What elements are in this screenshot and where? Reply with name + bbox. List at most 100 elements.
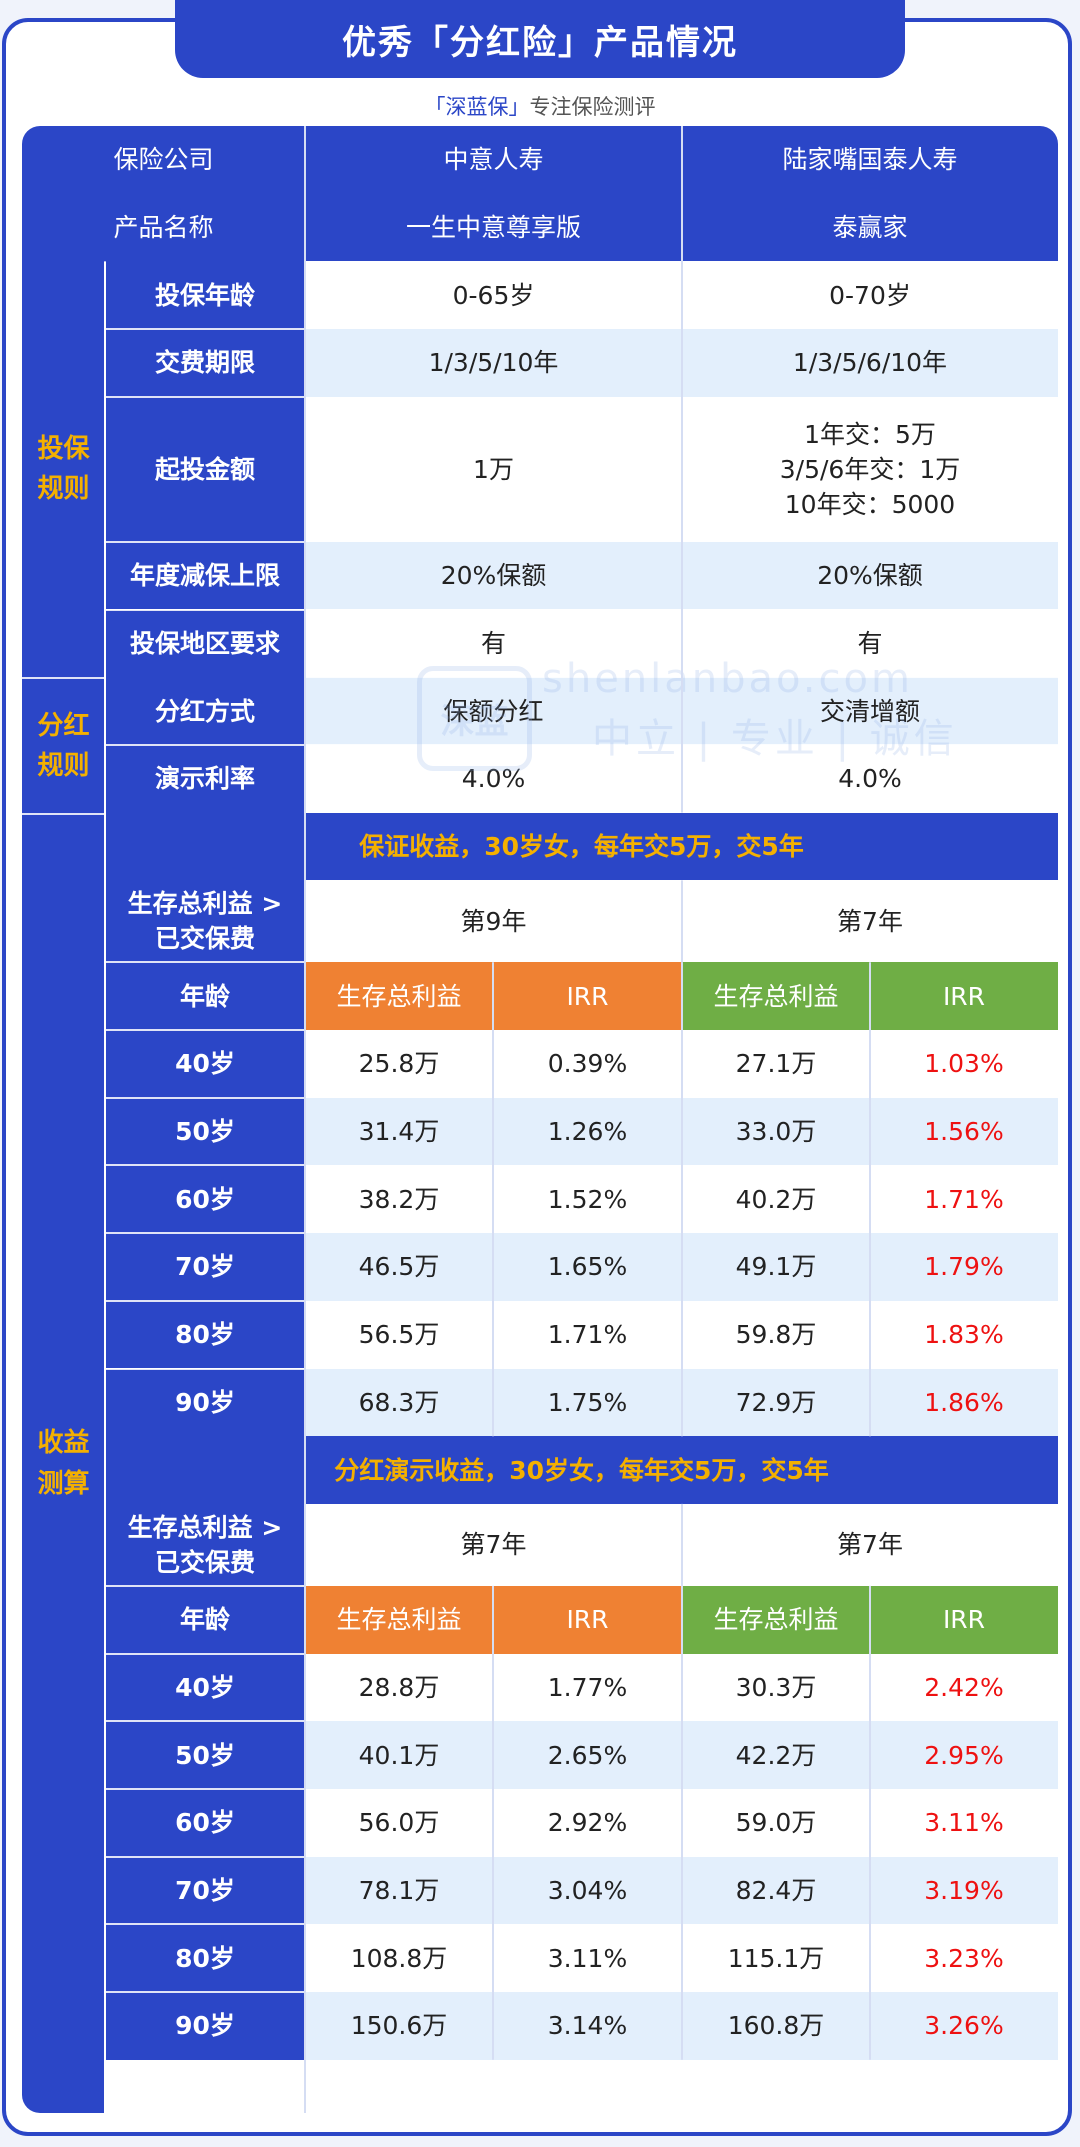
benefit-a-cell: 68.3万 xyxy=(305,1368,493,1437)
benefit-a-cell: 40.1万 xyxy=(305,1721,493,1789)
row-divider xyxy=(105,1367,305,1370)
dividend-value-a: 保额分红 xyxy=(305,677,682,745)
rule-value-line: 1年交：5万 xyxy=(804,419,936,449)
benefit-a-cell: 108.8万 xyxy=(305,1924,493,1993)
benefit-a-cell: 38.2万 xyxy=(305,1165,493,1234)
benefit-b-cell: 59.8万 xyxy=(682,1300,870,1369)
rule-label: 投保年龄 xyxy=(105,261,305,330)
rule-value-a: 0-65岁 xyxy=(305,261,682,330)
rule-value-line: 3/5/6年交：1万 xyxy=(779,454,961,484)
dividend-label: 演示利率 xyxy=(105,744,305,813)
benefit-a-cell: 31.4万 xyxy=(305,1097,493,1166)
benefit-b-cell: 160.8万 xyxy=(682,1992,870,2060)
benefit-b-cell: 115.1万 xyxy=(682,1924,870,1993)
break-even-label: 生存总利益 > 已交保费 xyxy=(105,880,305,963)
break-even-label-line: 生存总利益 > xyxy=(127,889,283,919)
rule-value-line: 10年交：5000 xyxy=(784,489,956,519)
rule-value-b: 0-70岁 xyxy=(682,261,1058,330)
irr-b-cell: 1.71% xyxy=(870,1165,1058,1234)
irr-a-cell: 3.14% xyxy=(493,1992,682,2060)
benefit-b-cell: 27.1万 xyxy=(682,1030,870,1098)
age-cell: 80岁 xyxy=(105,1300,305,1369)
dividend-value-b: 交清增额 xyxy=(682,677,1058,745)
break-even-label: 生存总利益 > 已交保费 xyxy=(105,1503,305,1586)
age-cell: 60岁 xyxy=(105,1789,305,1857)
irr-header-b: IRR xyxy=(870,962,1058,1030)
row-divider xyxy=(105,1720,305,1723)
benefit-b-cell: 82.4万 xyxy=(682,1856,870,1925)
dividend-value-b: 4.0% xyxy=(682,744,1058,813)
irr-b-cell: 1.83% xyxy=(870,1300,1058,1369)
irr-b-cell: 2.42% xyxy=(870,1653,1058,1722)
benefit-b-cell: 33.0万 xyxy=(682,1097,870,1166)
irr-b-cell: 1.03% xyxy=(870,1030,1058,1098)
row-divider xyxy=(105,328,305,331)
age-cell: 40岁 xyxy=(105,1030,305,1098)
rule-value-b: 20%保额 xyxy=(682,541,1058,610)
group-label-line: 规则 xyxy=(37,750,90,781)
irr-a-cell: 2.65% xyxy=(493,1721,682,1789)
benefit-b-cell: 72.9万 xyxy=(682,1368,870,1437)
brand-tagline: 专注保险测评 xyxy=(529,95,656,119)
benefit-a-cell: 56.0万 xyxy=(305,1789,493,1857)
group-label-line: 测算 xyxy=(37,1468,90,1499)
row-divider xyxy=(105,961,305,964)
irr-a-cell: 1.77% xyxy=(493,1653,682,1722)
rule-value-b: 有 xyxy=(682,609,1058,678)
age-cell: 90岁 xyxy=(105,1992,305,2060)
row-divider xyxy=(105,395,305,398)
irr-b-cell: 2.95% xyxy=(870,1721,1058,1789)
age-column-header: 年龄 xyxy=(105,962,305,1030)
irr-header-b: IRR xyxy=(870,1585,1058,1654)
row-divider xyxy=(105,1991,305,1994)
group-rules: 投保 规则 xyxy=(22,261,105,678)
break-even-b: 第7年 xyxy=(682,1503,1058,1586)
row-divider xyxy=(105,1855,305,1858)
company-a: 中意人寿 xyxy=(305,126,682,194)
benefit-b-cell: 40.2万 xyxy=(682,1165,870,1234)
rule-label: 交费期限 xyxy=(105,329,305,397)
benefit-a-cell: 78.1万 xyxy=(305,1856,493,1925)
row-divider xyxy=(105,1584,305,1587)
benefit-header-a: 生存总利益 xyxy=(305,962,493,1030)
row-divider xyxy=(105,1299,305,1302)
age-cell: 70岁 xyxy=(105,1233,305,1301)
product-b: 泰赢家 xyxy=(682,193,1058,262)
age-cell: 70岁 xyxy=(105,1856,305,1925)
rule-value-b: 1年交：5万 3/5/6年交：1万 10年交：5000 xyxy=(682,396,1058,542)
age-cell: 50岁 xyxy=(105,1097,305,1166)
irr-b-cell: 3.19% xyxy=(870,1856,1058,1925)
age-cell: 90岁 xyxy=(105,1368,305,1437)
benefit-a-cell: 46.5万 xyxy=(305,1233,493,1301)
company-label: 保险公司 xyxy=(22,126,305,194)
benefit-a-cell: 28.8万 xyxy=(305,1653,493,1722)
age-cell: 80岁 xyxy=(105,1924,305,1993)
irr-b-cell: 3.26% xyxy=(870,1992,1058,2060)
benefit-a-cell: 150.6万 xyxy=(305,1992,493,2060)
subtitle: 「深蓝保」 专注保险测评 xyxy=(0,88,1080,124)
group-dividend: 分红 规则 xyxy=(22,677,105,813)
irr-b-cell: 1.56% xyxy=(870,1097,1058,1166)
row-divider xyxy=(305,743,1058,746)
irr-a-cell: 2.92% xyxy=(493,1789,682,1857)
benefit-header-b: 生存总利益 xyxy=(682,962,870,1030)
irr-b-cell: 1.79% xyxy=(870,1233,1058,1301)
rule-value-a: 1万 xyxy=(305,396,682,542)
age-cell: 50岁 xyxy=(105,1721,305,1789)
page-title: 优秀「分红险」产品情况 xyxy=(175,0,905,78)
irr-a-cell: 3.04% xyxy=(493,1856,682,1925)
section-band: 分红演示收益，30岁女，每年交5万，交5年 xyxy=(105,1436,1058,1504)
irr-a-cell: 0.39% xyxy=(493,1030,682,1098)
row-divider xyxy=(105,1029,305,1031)
irr-a-cell: 1.75% xyxy=(493,1368,682,1437)
break-even-label-line: 已交保费 xyxy=(154,1547,255,1577)
comparison-table: 保险公司 中意人寿 陆家嘴国泰人寿 产品名称 一生中意尊享版 泰赢家 投保 规则 投保年龄 0-6… xyxy=(22,126,1058,2113)
break-even-a: 第7年 xyxy=(305,1503,682,1586)
row-divider xyxy=(105,1923,305,1926)
irr-b-cell: 1.86% xyxy=(870,1368,1058,1437)
group-label-line: 投保 xyxy=(37,433,90,464)
benefit-a-cell: 56.5万 xyxy=(305,1300,493,1369)
row-divider xyxy=(105,743,305,746)
age-cell: 60岁 xyxy=(105,1165,305,1234)
product-a: 一生中意尊享版 xyxy=(305,193,682,262)
